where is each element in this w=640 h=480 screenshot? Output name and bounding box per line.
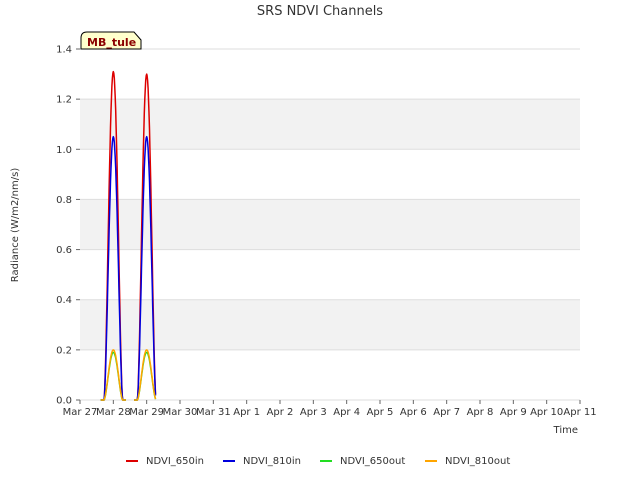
grid-band bbox=[80, 199, 580, 250]
x-tick-label: Apr 10 bbox=[530, 407, 563, 418]
y-tick-label: 1.0 bbox=[56, 145, 72, 156]
grid-band bbox=[80, 99, 580, 150]
legend: NDVI_650in NDVI_810in NDVI_650out NDVI_810o… bbox=[126, 456, 510, 467]
y-tick-label: 0.8 bbox=[56, 195, 72, 206]
grid-band bbox=[80, 299, 580, 350]
grid-band bbox=[80, 249, 580, 300]
y-axis-title: Radiance (W/m2/nm/s) bbox=[10, 168, 21, 283]
y-tick-label: 0.2 bbox=[56, 345, 72, 356]
x-tick-label: Apr 5 bbox=[367, 407, 394, 418]
legend-label: NDVI_810out bbox=[445, 456, 510, 467]
y-tick-label: 1.2 bbox=[56, 95, 72, 106]
series-line-ndvi_810in bbox=[100, 135, 157, 401]
y-axis-ticks: 0.0 0.2 0.4 0.6 0.8 1.0 1.2 1.4 bbox=[56, 45, 80, 407]
x-axis-title: Time bbox=[553, 425, 578, 436]
grid-band bbox=[80, 49, 580, 100]
x-tick-label: Mar 30 bbox=[163, 407, 198, 418]
x-tick-label: Apr 6 bbox=[400, 407, 427, 418]
gridlines bbox=[80, 48, 580, 401]
site-badge-box bbox=[80, 31, 142, 50]
legend-label: NDVI_810in bbox=[243, 456, 301, 467]
grid-band bbox=[80, 149, 580, 200]
legend-label: NDVI_650in bbox=[146, 456, 204, 467]
y-tick-label: 0.4 bbox=[56, 295, 72, 306]
y-tick-label: 1.4 bbox=[56, 45, 72, 56]
x-tick-label: Mar 27 bbox=[63, 407, 98, 418]
x-tick-label: Mar 28 bbox=[96, 407, 131, 418]
site-badge-label: MB_tule bbox=[87, 36, 136, 49]
y-tick-label: 0.0 bbox=[56, 396, 72, 407]
x-tick-label: Apr 4 bbox=[333, 407, 360, 418]
x-tick-label: Mar 29 bbox=[129, 407, 164, 418]
x-tick-label: Apr 11 bbox=[563, 407, 596, 418]
x-tick-label: Mar 31 bbox=[196, 407, 231, 418]
x-tick-label: Apr 2 bbox=[267, 407, 294, 418]
chart-title: SRS NDVI Channels bbox=[257, 4, 383, 19]
series-line-ndvi_810out bbox=[100, 349, 157, 401]
background-bands bbox=[80, 49, 580, 400]
legend-label: NDVI_650out bbox=[340, 456, 405, 467]
x-tick-label: Apr 1 bbox=[233, 407, 260, 418]
series-layer bbox=[100, 70, 157, 401]
y-tick-label: 0.6 bbox=[56, 245, 72, 256]
x-tick-label: Apr 3 bbox=[300, 407, 327, 418]
x-tick-label: Apr 9 bbox=[500, 407, 527, 418]
grid-band bbox=[80, 349, 580, 400]
x-tick-label: Apr 7 bbox=[433, 407, 460, 418]
site-badge: MB_tule bbox=[80, 31, 142, 50]
x-tick-label: Apr 8 bbox=[467, 407, 494, 418]
